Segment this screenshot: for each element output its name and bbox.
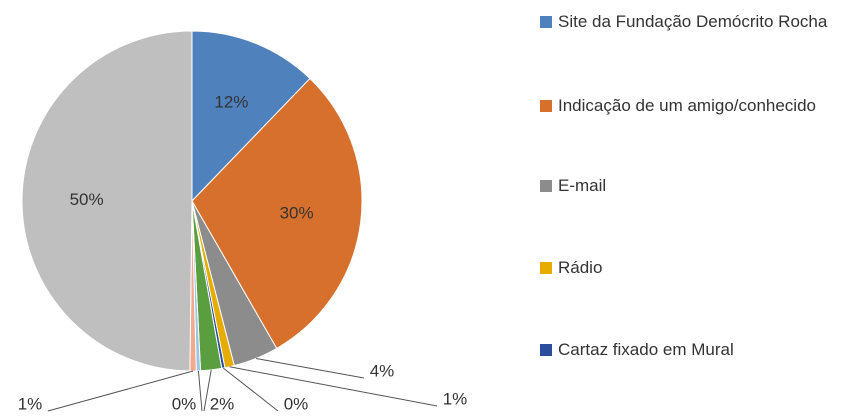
data-label: 2% bbox=[210, 394, 235, 413]
leader-line bbox=[47, 370, 194, 412]
leader-line bbox=[229, 366, 438, 407]
legend-label: Indicação de um amigo/conhecido bbox=[558, 96, 816, 115]
leader-line bbox=[223, 367, 279, 412]
leader-line bbox=[197, 370, 203, 412]
data-label: 0% bbox=[284, 394, 309, 413]
data-label: 12% bbox=[214, 93, 248, 112]
legend-swatch bbox=[540, 100, 552, 112]
leader-line bbox=[203, 369, 212, 412]
data-label: 1% bbox=[18, 394, 43, 413]
legend-label: Site da Fundação Demócrito Rocha bbox=[558, 12, 828, 31]
legend-swatch bbox=[540, 344, 552, 356]
legend-swatch bbox=[540, 16, 552, 28]
pie-slice bbox=[21, 30, 193, 372]
data-label: 1% bbox=[443, 389, 468, 408]
leader-line bbox=[255, 357, 365, 379]
pie-slice bbox=[191, 30, 311, 203]
data-label: 30% bbox=[280, 203, 314, 222]
legend-swatch bbox=[540, 180, 552, 192]
pie-slice bbox=[191, 77, 363, 350]
legend-swatch bbox=[540, 262, 552, 274]
legend-label: Cartaz fixado em Mural bbox=[558, 340, 734, 359]
legend-label: E-mail bbox=[558, 176, 607, 195]
data-label: 50% bbox=[70, 190, 104, 209]
data-label: 0% bbox=[172, 394, 197, 413]
legend-label: Rádio bbox=[558, 258, 603, 277]
data-label: 4% bbox=[370, 361, 395, 380]
